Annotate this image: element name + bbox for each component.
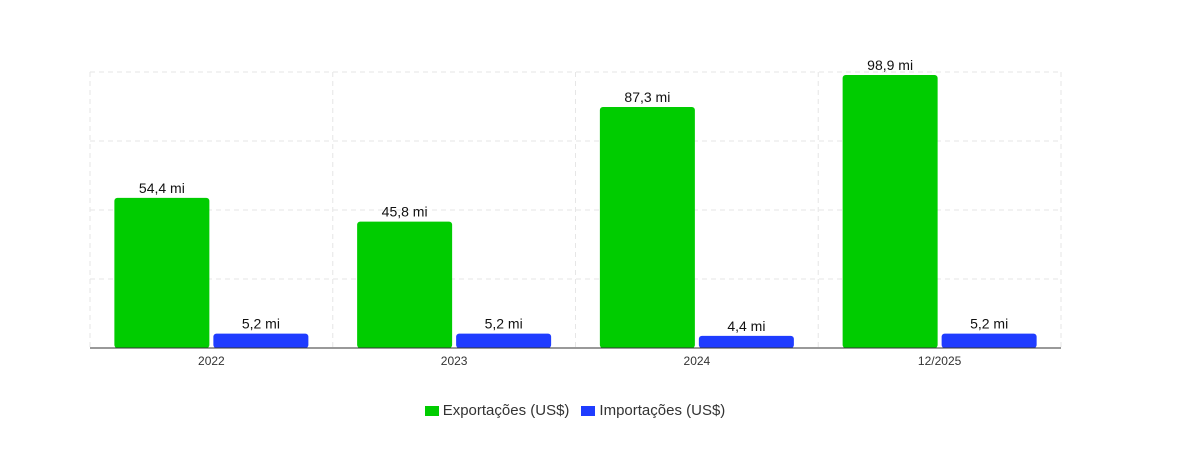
bar-exportacoes-1[interactable] [357, 221, 453, 348]
bar-exportacoes-0[interactable] [114, 197, 210, 348]
data-labels: 54,4 mi 5,2 mi 45,8 mi 5,2 mi 87,3 mi 4,4 mi 9… [139, 57, 1008, 334]
data-label-importacoes-0: 5,2 mi [242, 316, 280, 332]
data-label-importacoes-2: 4,4 mi [727, 318, 765, 334]
data-label-exportacoes-3: 98,9 mi [867, 57, 913, 73]
legend-label-exportacoes: Exportações (US$) [442, 402, 570, 419]
legend: Exportações (US$) Importações (US$) [0, 402, 1150, 419]
data-label-exportacoes-1: 45,8 mi [382, 204, 428, 220]
x-tick-label-2: 2024 [684, 354, 711, 368]
x-tick-label-0: 2022 [198, 354, 225, 368]
x-axis-ticks: 2022 2023 2024 12/2025 [198, 354, 962, 368]
legend-item-importacoes[interactable]: Importações (US$) [581, 402, 725, 419]
bar-exportacoes-3[interactable] [842, 75, 938, 348]
data-label-exportacoes-0: 54,4 mi [139, 180, 185, 196]
bar-importacoes-1[interactable] [456, 333, 552, 348]
bar-importacoes-0[interactable] [213, 333, 309, 348]
data-label-importacoes-3: 5,2 mi [970, 316, 1008, 332]
x-tick-label-1: 2023 [441, 354, 468, 368]
data-label-exportacoes-2: 87,3 mi [624, 89, 670, 105]
bar-importacoes-3[interactable] [941, 333, 1037, 348]
grid-lines [89, 71, 1062, 349]
bar-importacoes-2[interactable] [698, 335, 794, 348]
legend-label-importacoes: Importações (US$) [599, 402, 726, 419]
bar-exportacoes-2[interactable] [599, 107, 695, 348]
x-tick-label-3: 12/2025 [918, 354, 962, 368]
data-label-importacoes-1: 5,2 mi [485, 316, 523, 332]
legend-swatch-importacoes [581, 405, 596, 416]
legend-item-exportacoes[interactable]: Exportações (US$) [424, 402, 570, 419]
bars [114, 75, 1037, 348]
legend-swatch-exportacoes [424, 405, 439, 416]
